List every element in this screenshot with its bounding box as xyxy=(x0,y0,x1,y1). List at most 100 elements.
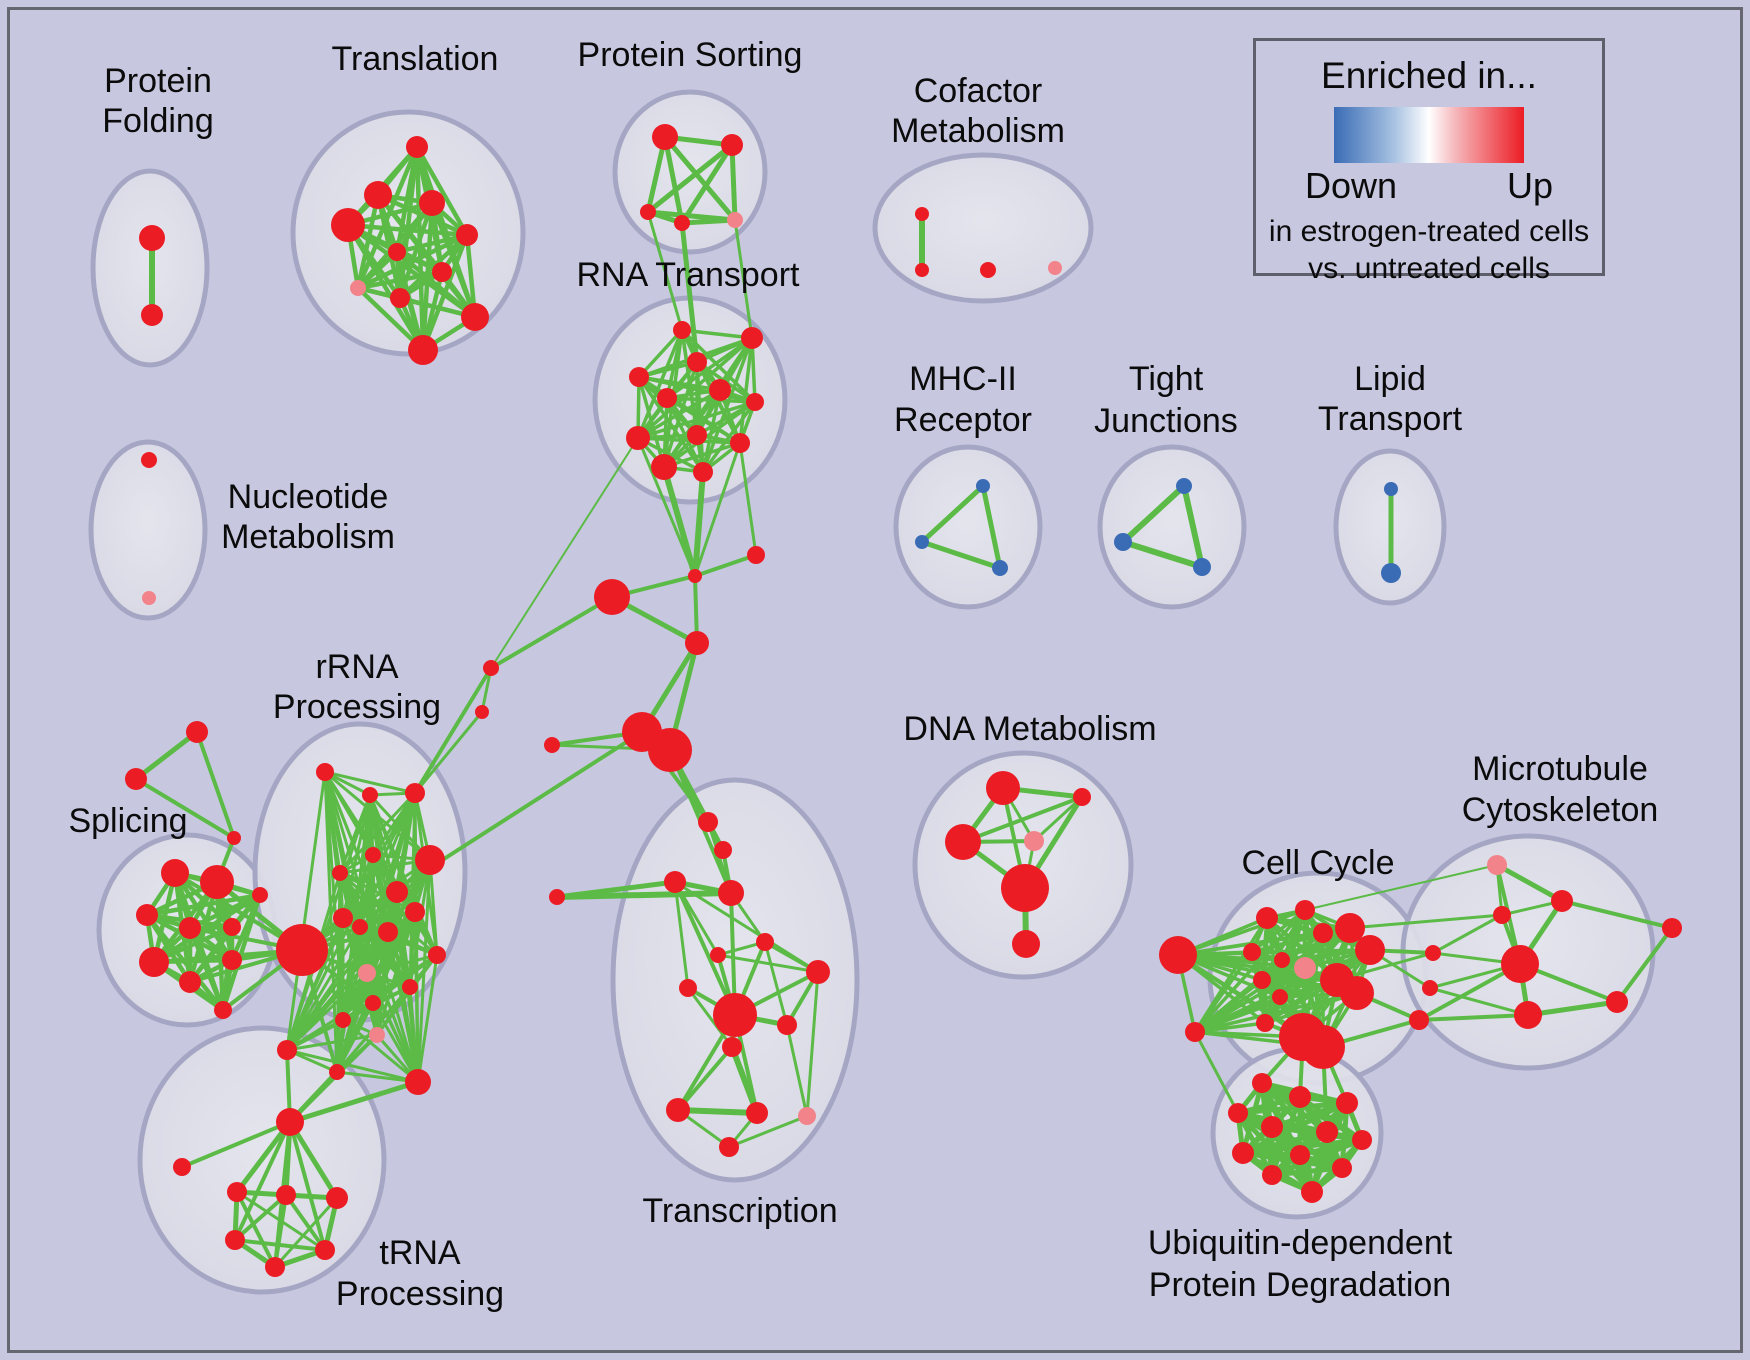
enrichment-edge xyxy=(1250,926,1352,954)
gene-set-node xyxy=(679,979,697,997)
gene-set-node xyxy=(1290,1145,1310,1165)
gene-set-node xyxy=(227,831,241,845)
cluster-label-nucleotide_metabolism: Nucleotide xyxy=(228,478,389,516)
gene-set-node xyxy=(688,569,702,583)
enrichment-edge xyxy=(287,1079,421,1125)
enrichment-edge xyxy=(636,328,684,440)
enrichment-edge xyxy=(273,1196,339,1269)
gene-set-node xyxy=(1336,1092,1358,1114)
enrichment-edge xyxy=(919,539,1003,571)
cluster-label-protein_sorting: Protein Sorting xyxy=(578,36,803,74)
gene-set-node xyxy=(419,190,445,216)
gene-set-node xyxy=(1243,943,1261,961)
gene-set-node xyxy=(405,1069,431,1095)
gene-set-node xyxy=(277,1040,297,1060)
enrichment-edge xyxy=(355,269,445,291)
edges xyxy=(133,134,1674,1270)
cluster-label-mhc_ii_receptor: Receptor xyxy=(894,401,1032,439)
enrichment-edge xyxy=(637,328,684,379)
gene-set-node xyxy=(179,917,201,939)
gene-set-node xyxy=(335,1012,351,1028)
gene-set-node xyxy=(718,880,744,906)
gene-set-node xyxy=(252,887,268,903)
enrichment-edge xyxy=(413,710,484,795)
gene-set-node xyxy=(350,280,366,296)
cluster-ellipse-tight_junctions xyxy=(1097,444,1247,610)
enrichment-edge xyxy=(661,464,698,579)
gene-set-node xyxy=(1262,1165,1282,1185)
gene-set-node xyxy=(1422,980,1438,996)
enrichment-edge xyxy=(738,336,754,445)
gene-set-node xyxy=(332,865,348,881)
enrichment-edge xyxy=(679,217,738,226)
gene-set-node xyxy=(1193,558,1211,576)
gene-set-node xyxy=(698,812,718,832)
cluster-label-ubiquitin_degradation: Protein Degradation xyxy=(1149,1266,1451,1304)
legend-title: Enriched in... xyxy=(1321,55,1537,96)
gene-set-node xyxy=(722,1037,742,1057)
gene-set-node xyxy=(1487,855,1507,875)
enrichment-edge xyxy=(693,441,742,578)
gene-set-node xyxy=(200,865,234,899)
gene-set-node xyxy=(1289,1086,1311,1108)
cluster-ellipse-cofactor_metabolism xyxy=(872,152,1094,304)
gene-set-node xyxy=(358,964,376,982)
enrichment-edge xyxy=(180,1120,292,1169)
enrichment-edge xyxy=(1615,926,1674,1004)
gene-set-node xyxy=(1301,1025,1345,1069)
enrichment-edge xyxy=(1193,950,1254,1034)
gene-set-node xyxy=(915,535,929,549)
cluster-label-dna_metabolism: DNA Metabolism xyxy=(903,710,1156,748)
gene-set-node xyxy=(329,1064,345,1080)
gene-set-node xyxy=(276,1185,296,1205)
cluster-label-rna_transport: RNA Transport xyxy=(577,256,801,294)
cluster-label-cell_cycle: Cell Cycle xyxy=(1241,844,1394,882)
gene-set-node xyxy=(976,479,990,493)
gene-set-node xyxy=(709,379,731,401)
enrichment-edge xyxy=(763,940,789,1027)
gene-set-node xyxy=(980,262,996,278)
gene-set-node xyxy=(756,933,774,951)
enrichment-edge xyxy=(1181,483,1205,570)
gene-set-node xyxy=(1493,906,1511,924)
gene-set-node xyxy=(777,1015,797,1035)
enrichment-edge xyxy=(235,1190,277,1269)
enrichment-edge xyxy=(285,916,345,1052)
gene-set-node xyxy=(161,859,189,887)
enrichment-edge xyxy=(1250,948,1372,954)
gene-set-node xyxy=(415,845,445,875)
enrichment-edge xyxy=(285,953,439,1052)
gene-set-node xyxy=(806,960,830,984)
enrichment-edge xyxy=(489,595,614,670)
gene-set-node xyxy=(365,847,381,863)
gene-set-node xyxy=(1551,890,1573,912)
cluster-label-microtubule_cytoskeleton: Microtubule xyxy=(1472,750,1648,788)
gene-set-node xyxy=(992,560,1008,576)
gene-set-node xyxy=(664,871,686,893)
gene-set-node xyxy=(1185,1022,1205,1042)
enrichment-edge xyxy=(338,858,432,875)
gene-set-node xyxy=(1352,1130,1372,1150)
enrichment-edge xyxy=(195,730,236,840)
enrichment-edge xyxy=(233,1120,292,1242)
gene-set-node xyxy=(214,1001,232,1019)
enrichment-edge xyxy=(414,144,470,238)
gene-set-node xyxy=(378,922,398,942)
cluster-label-protein_folding: Folding xyxy=(102,102,214,140)
gene-set-node xyxy=(333,908,353,928)
enrichment-edge xyxy=(288,1120,327,1252)
gene-set-node xyxy=(687,352,707,372)
gene-set-node xyxy=(747,546,765,564)
gene-set-node xyxy=(648,728,692,772)
gene-set-node xyxy=(1295,900,1315,920)
gene-set-node xyxy=(1176,478,1192,494)
enrichment-edge xyxy=(285,1018,345,1052)
enrichment-edge xyxy=(428,858,439,957)
enrichment-edge xyxy=(1193,991,1359,1034)
enrichment-edge xyxy=(133,729,200,782)
gene-set-node xyxy=(316,763,334,781)
gene-set-node xyxy=(1294,957,1316,979)
legend-caption-line1: in estrogen-treated cells xyxy=(1268,215,1590,248)
gene-set-node xyxy=(1114,533,1132,551)
gene-set-node xyxy=(746,1102,768,1124)
